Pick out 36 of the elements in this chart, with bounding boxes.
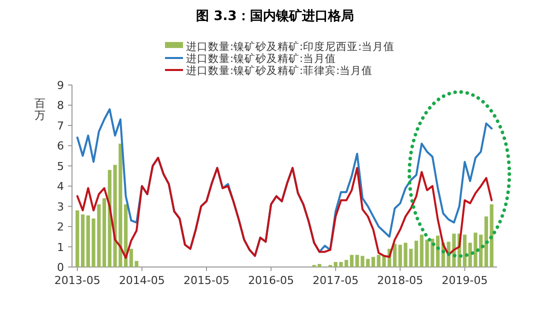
y-tick-label: 0 xyxy=(57,261,64,274)
legend-label: 进口数量:镍矿砂及精矿:当月值 xyxy=(186,52,336,65)
y-tick-label: 7 xyxy=(57,119,64,132)
x-tick-label: 2018-05 xyxy=(377,274,424,287)
bar xyxy=(420,234,424,267)
bar xyxy=(392,244,397,267)
x-tick-label: 2017-05 xyxy=(312,274,359,287)
bar xyxy=(371,256,376,267)
bar xyxy=(134,260,138,267)
y-tick-label: 6 xyxy=(57,140,64,153)
bar xyxy=(462,234,467,267)
line-series xyxy=(76,156,493,259)
x-tick-label: 2015-05 xyxy=(184,274,230,287)
bar xyxy=(80,214,85,267)
x-tick-label: 2019-05 xyxy=(442,274,488,287)
y-tick-label: 1 xyxy=(57,240,64,254)
y-tick-label: 3 xyxy=(57,200,64,214)
bar xyxy=(129,248,133,267)
y-tick-label: 5 xyxy=(57,160,64,173)
bar xyxy=(76,210,80,267)
bar xyxy=(484,216,488,267)
y-tick-label: 4 xyxy=(57,180,64,194)
x-tick-label: 2013-05 xyxy=(54,274,100,287)
y-axis-title: 百万 xyxy=(34,97,46,122)
x-tick-label: 2014-05 xyxy=(118,274,165,287)
y-tick-label: 2 xyxy=(57,220,64,234)
y-tick-label: 8 xyxy=(57,99,64,112)
y-tick-label: 9 xyxy=(57,79,64,92)
bar xyxy=(350,254,354,267)
legend-label: 进口数量:镍矿砂及精矿:印度尼西亚:当月值 xyxy=(186,40,395,53)
chart-title: 图 3.3：国内镍矿进口格局 xyxy=(196,8,354,24)
legend-label: 进口数量:镍矿砂及精矿:菲律宾:当月值 xyxy=(186,64,373,77)
bar xyxy=(102,198,106,267)
x-tick-label: 2016-05 xyxy=(248,274,294,287)
bar xyxy=(414,240,418,267)
bar xyxy=(490,204,494,267)
